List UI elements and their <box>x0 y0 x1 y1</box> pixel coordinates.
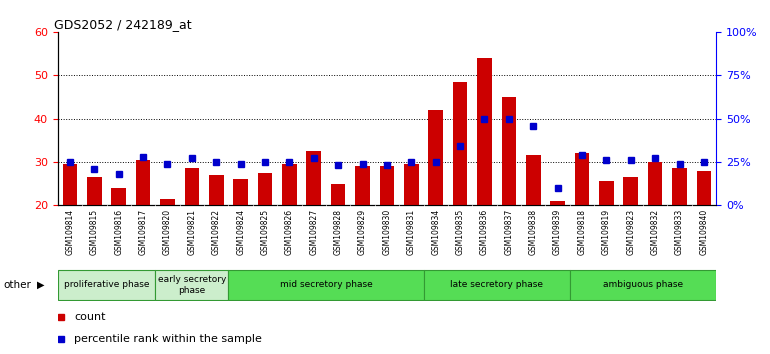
Bar <box>209 175 223 205</box>
Bar <box>599 182 614 205</box>
Text: GDS2052 / 242189_at: GDS2052 / 242189_at <box>55 18 192 31</box>
Bar <box>697 171 711 205</box>
Text: GSM109828: GSM109828 <box>333 209 343 255</box>
Text: GSM109836: GSM109836 <box>480 209 489 255</box>
Bar <box>672 169 687 205</box>
Text: ▶: ▶ <box>37 280 45 290</box>
Bar <box>501 97 516 205</box>
Text: GSM109823: GSM109823 <box>626 209 635 255</box>
Text: early secretory
phase: early secretory phase <box>158 275 226 295</box>
Bar <box>306 151 321 205</box>
Text: GSM109822: GSM109822 <box>212 209 221 255</box>
Bar <box>453 82 467 205</box>
Text: ambiguous phase: ambiguous phase <box>603 280 683 290</box>
Bar <box>136 160 150 205</box>
Bar <box>428 110 443 205</box>
Text: GSM109837: GSM109837 <box>504 209 514 255</box>
Bar <box>258 173 273 205</box>
Text: GSM109820: GSM109820 <box>163 209 172 255</box>
Text: GSM109833: GSM109833 <box>675 209 684 255</box>
Text: GSM109826: GSM109826 <box>285 209 294 255</box>
Bar <box>233 179 248 205</box>
Bar <box>380 166 394 205</box>
Text: GSM109830: GSM109830 <box>383 209 391 255</box>
Bar <box>570 270 716 300</box>
Bar <box>62 164 77 205</box>
Text: GSM109824: GSM109824 <box>236 209 245 255</box>
Text: GSM109832: GSM109832 <box>651 209 660 255</box>
Bar <box>185 169 199 205</box>
Text: GSM109840: GSM109840 <box>699 209 708 255</box>
Text: GSM109835: GSM109835 <box>456 209 464 255</box>
Bar <box>404 164 419 205</box>
Text: GSM109825: GSM109825 <box>260 209 269 255</box>
Bar <box>424 270 570 300</box>
Text: GSM109815: GSM109815 <box>90 209 99 255</box>
Bar <box>87 177 102 205</box>
Text: GSM109818: GSM109818 <box>578 209 587 255</box>
Text: late secretory phase: late secretory phase <box>450 280 543 290</box>
Bar <box>477 58 492 205</box>
Text: GSM109827: GSM109827 <box>310 209 318 255</box>
Text: GSM109834: GSM109834 <box>431 209 440 255</box>
Bar <box>526 155 541 205</box>
Text: GSM109831: GSM109831 <box>407 209 416 255</box>
Text: GSM109819: GSM109819 <box>602 209 611 255</box>
Text: GSM109838: GSM109838 <box>529 209 537 255</box>
Text: GSM109839: GSM109839 <box>553 209 562 255</box>
Bar <box>551 201 565 205</box>
Bar <box>229 270 424 300</box>
Bar <box>355 166 370 205</box>
Bar <box>112 188 126 205</box>
Text: mid secretory phase: mid secretory phase <box>280 280 373 290</box>
Bar <box>331 184 346 205</box>
Bar <box>282 164 296 205</box>
Text: GSM109829: GSM109829 <box>358 209 367 255</box>
Text: count: count <box>74 312 105 322</box>
Text: GSM109821: GSM109821 <box>187 209 196 255</box>
Bar <box>574 153 589 205</box>
Bar <box>156 270 229 300</box>
Bar <box>648 162 662 205</box>
Bar <box>58 270 156 300</box>
Text: GSM109816: GSM109816 <box>114 209 123 255</box>
Bar <box>160 199 175 205</box>
Text: proliferative phase: proliferative phase <box>64 280 149 290</box>
Text: percentile rank within the sample: percentile rank within the sample <box>74 334 262 344</box>
Bar <box>624 177 638 205</box>
Text: GSM109817: GSM109817 <box>139 209 148 255</box>
Text: GSM109814: GSM109814 <box>65 209 75 255</box>
Text: other: other <box>4 280 32 290</box>
